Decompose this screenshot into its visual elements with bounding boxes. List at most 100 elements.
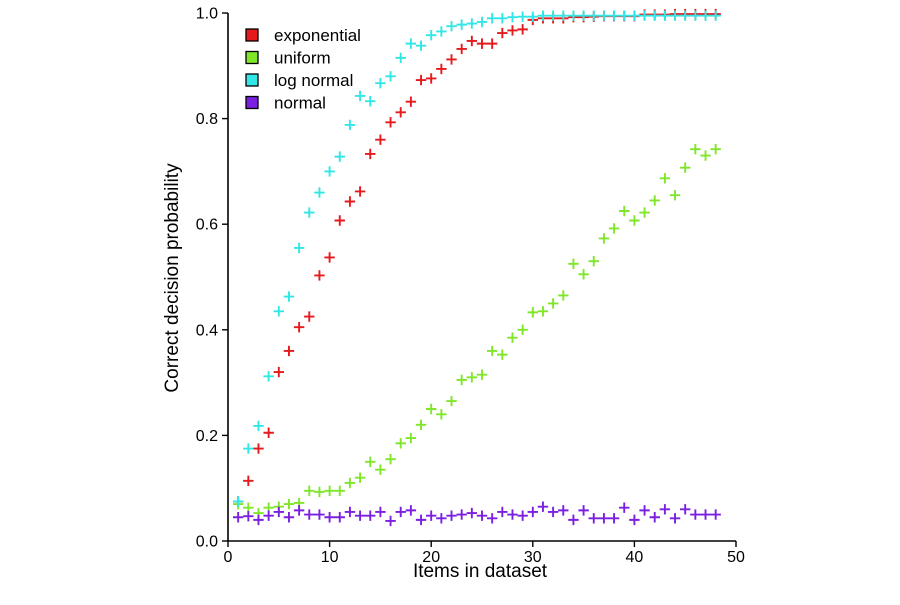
y-tick-label: 1.0 — [196, 6, 218, 23]
data-point — [375, 464, 386, 475]
legend-swatch — [245, 95, 259, 110]
data-point — [334, 485, 345, 497]
data-point — [446, 510, 457, 521]
data-point — [486, 13, 498, 24]
data-point — [304, 509, 315, 520]
data-point — [354, 510, 366, 521]
data-point — [527, 307, 538, 318]
data-point — [456, 509, 467, 520]
data-point — [456, 374, 467, 386]
data-point — [263, 371, 274, 382]
legend: exponential uniform log normal normal — [245, 26, 361, 113]
data-point — [649, 10, 660, 21]
x-tick-label: 40 — [626, 549, 644, 566]
x-tick-label: 10 — [321, 549, 339, 566]
data-point — [253, 420, 264, 432]
data-point — [639, 207, 650, 218]
data-point — [578, 505, 589, 516]
data-point — [619, 205, 630, 217]
data-point — [578, 10, 589, 21]
data-point — [456, 43, 467, 55]
legend-swatch — [245, 73, 259, 87]
data-point — [517, 11, 528, 22]
data-point — [365, 456, 376, 467]
data-point — [527, 11, 538, 22]
data-point — [629, 514, 640, 526]
y-tick-label: 0.4 — [196, 322, 218, 339]
data-point — [568, 258, 579, 269]
x-tick-label: 0 — [224, 549, 233, 566]
data-point — [385, 453, 396, 465]
data-point — [649, 195, 660, 206]
data-point — [243, 510, 254, 522]
data-point — [476, 510, 488, 521]
data-point — [395, 506, 406, 518]
data-point — [314, 486, 325, 498]
data-point — [497, 27, 508, 39]
data-point — [629, 10, 640, 21]
data-point — [273, 366, 284, 378]
data-point — [283, 291, 295, 302]
data-point — [324, 485, 335, 497]
data-point — [426, 403, 437, 415]
y-tick-label: 0.2 — [196, 428, 218, 445]
y-tick-label: 0.6 — [196, 217, 218, 234]
data-point — [293, 321, 305, 333]
data-point — [344, 506, 356, 518]
data-point — [293, 242, 305, 254]
data-point — [649, 512, 660, 523]
data-point — [537, 501, 549, 512]
data-point — [547, 298, 559, 309]
data-point — [446, 21, 457, 32]
data-point — [405, 432, 417, 444]
data-point — [690, 509, 701, 520]
data-point — [680, 10, 691, 21]
data-point — [669, 189, 681, 201]
data-point — [507, 12, 518, 23]
y-tick-label: 0.0 — [196, 534, 218, 551]
data-point — [354, 186, 366, 197]
data-point — [700, 10, 711, 21]
data-point — [243, 475, 254, 487]
data-point — [283, 512, 295, 523]
data-point — [283, 498, 295, 510]
data-point — [517, 510, 528, 521]
data-point — [690, 10, 701, 21]
data-point — [486, 513, 498, 524]
data-point — [436, 409, 447, 420]
data-point — [436, 63, 447, 75]
data-point — [446, 54, 457, 65]
data-point — [395, 107, 406, 118]
legend-swatch — [245, 28, 259, 42]
legend-label: uniform — [274, 49, 331, 68]
data-point — [517, 324, 528, 335]
data-point — [639, 10, 650, 21]
data-point — [314, 187, 325, 198]
axes: 0 10 20 30 40 50 0.0 0.2 0.4 0.6 0.8 1.0 Items in … — [162, 6, 745, 583]
data-point — [253, 443, 264, 454]
data-point — [598, 233, 610, 244]
data-point — [426, 73, 437, 84]
data-point — [415, 514, 427, 526]
data-point — [405, 505, 417, 516]
data-point — [314, 509, 325, 520]
data-point — [334, 512, 345, 523]
legend-label: exponential — [274, 26, 361, 45]
data-point — [588, 255, 599, 267]
data-point — [263, 427, 274, 438]
data-point — [588, 513, 599, 524]
data-point — [365, 148, 376, 160]
data-point — [354, 472, 366, 483]
data-point — [680, 504, 691, 515]
data-point — [304, 207, 315, 218]
data-point — [273, 306, 284, 317]
data-point — [446, 395, 457, 407]
data-point — [344, 477, 356, 489]
series-log-normal — [232, 10, 721, 507]
data-point — [527, 506, 538, 518]
data-point — [385, 117, 396, 128]
data-point — [232, 496, 244, 507]
data-point — [486, 38, 498, 49]
data-point — [324, 166, 335, 177]
